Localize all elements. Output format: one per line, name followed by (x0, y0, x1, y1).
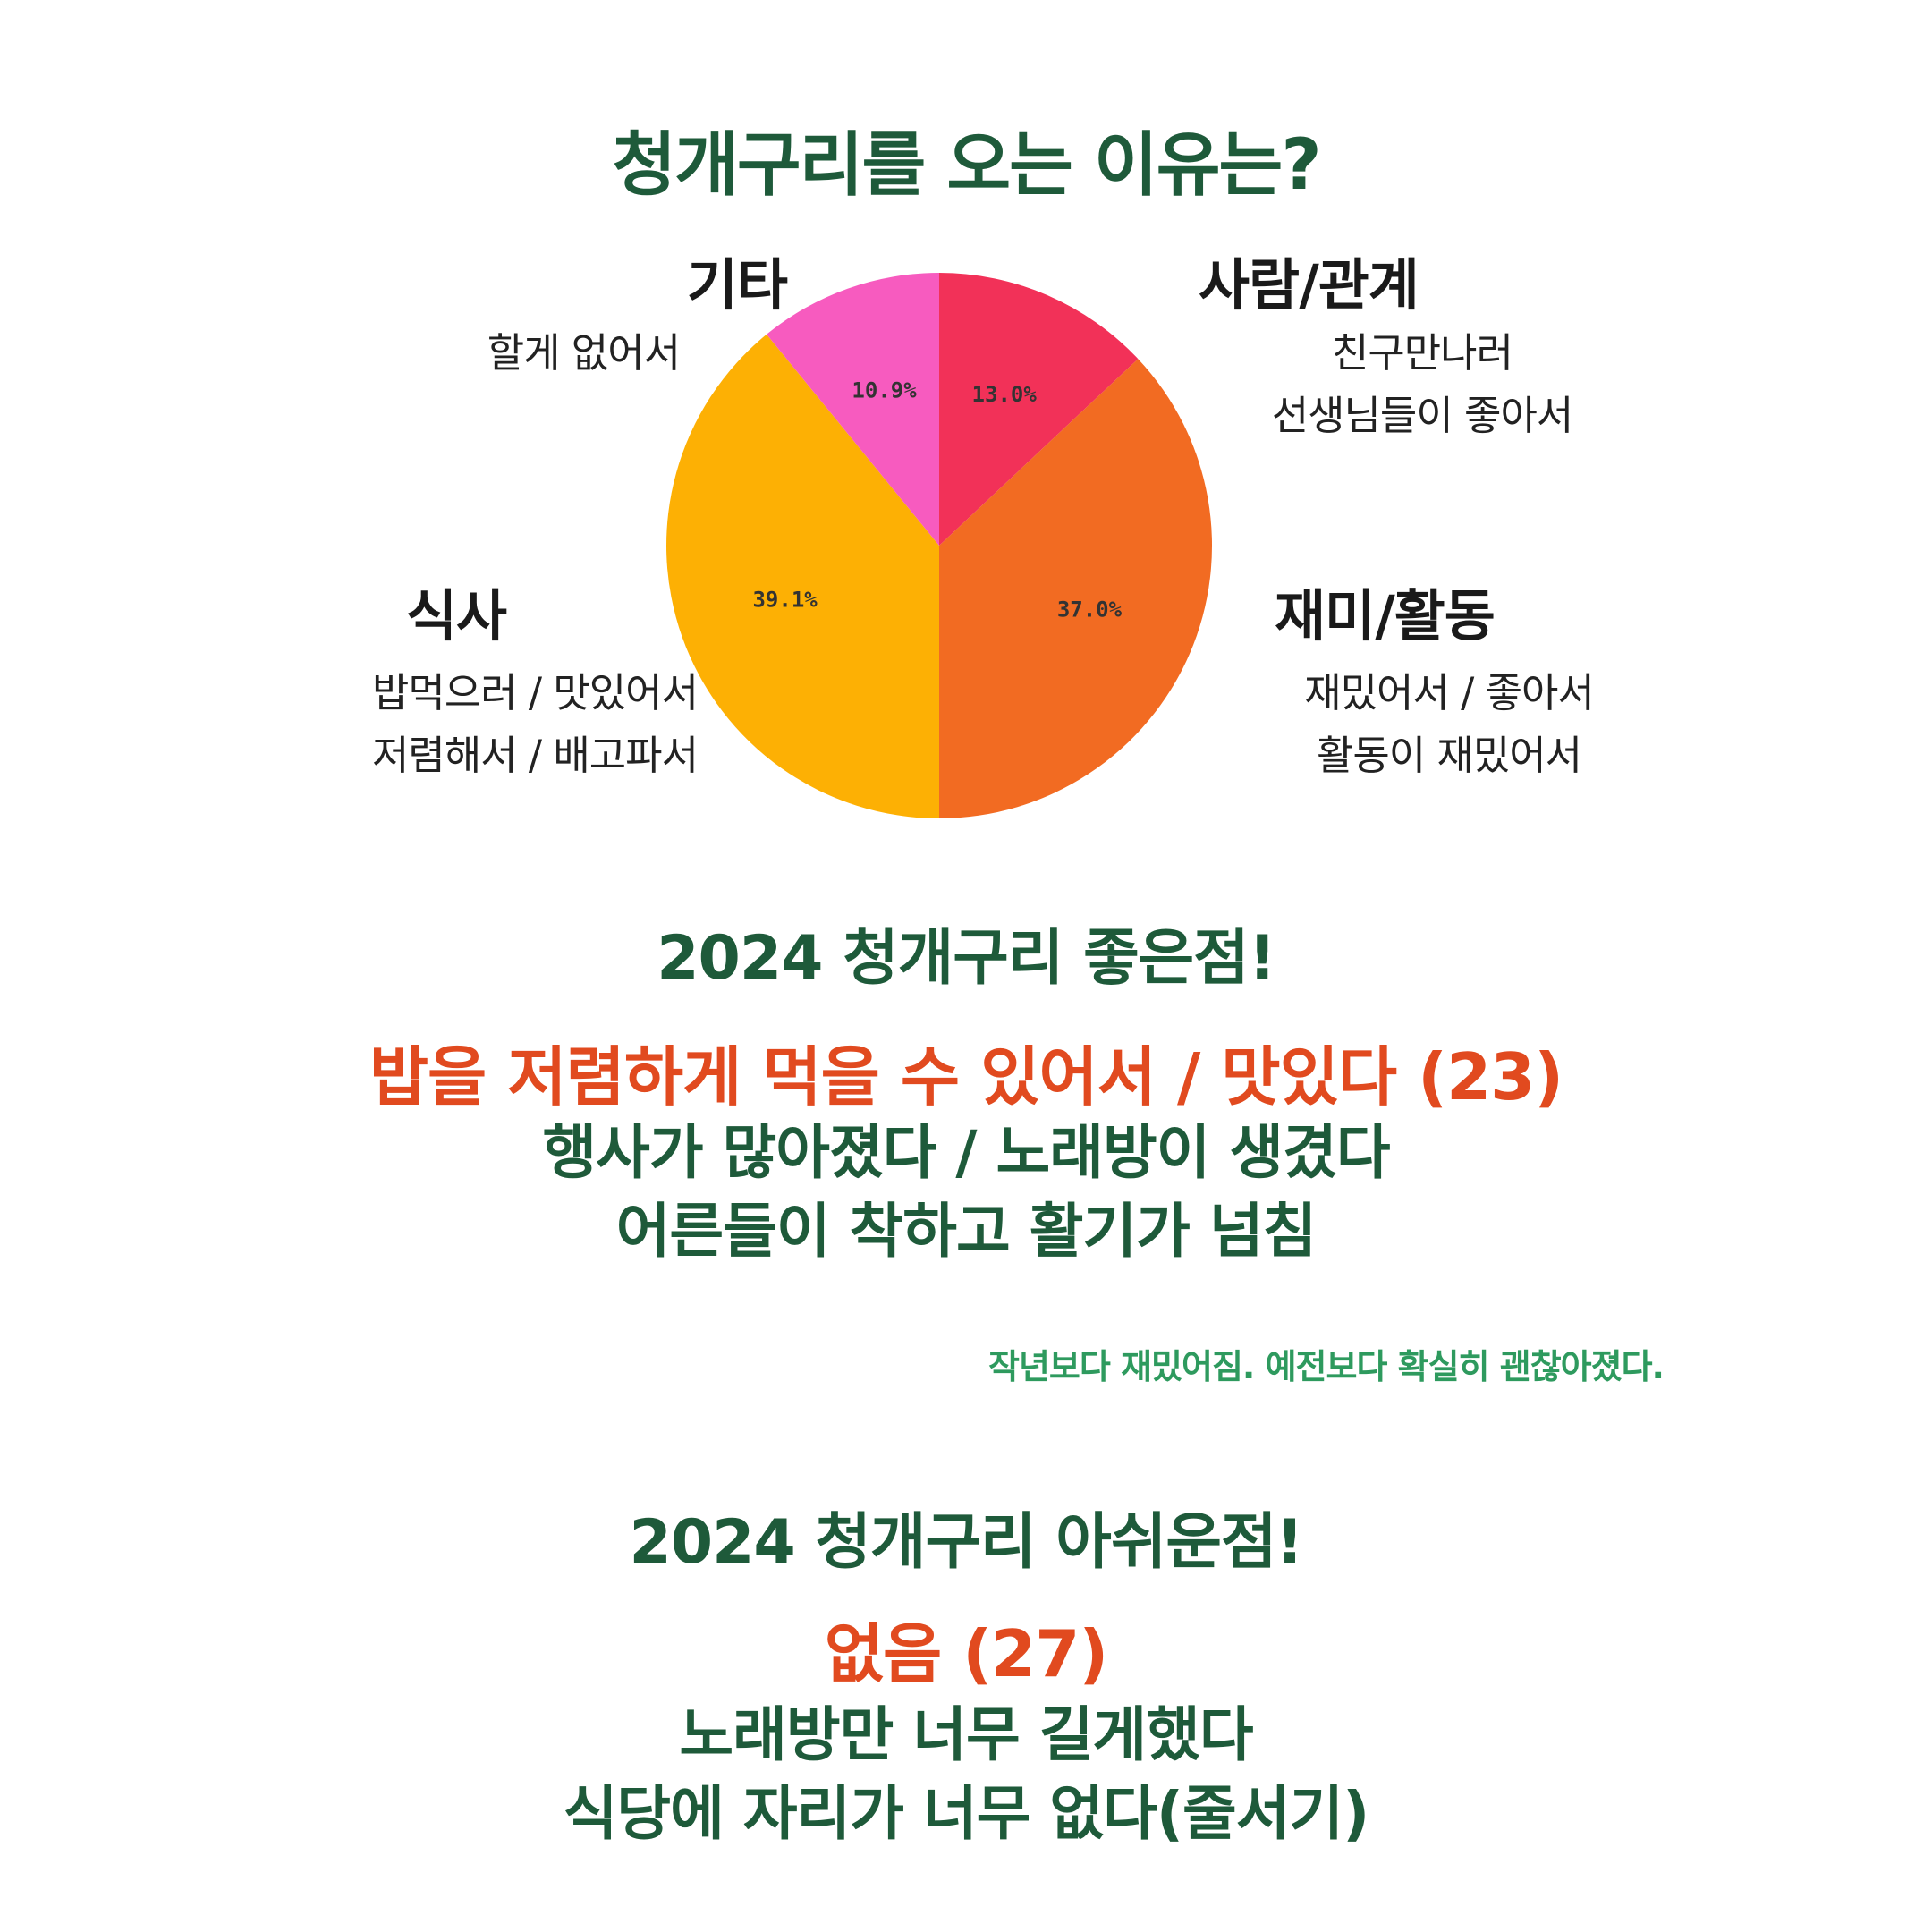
category-other-title: 기타 (686, 252, 788, 318)
pie-slice-label: 39.1% (752, 587, 818, 612)
reason-line: 저렴해서 / 배고파서 (372, 732, 699, 779)
reason-line: 친구만나러 (1331, 329, 1513, 377)
good-points-list: 행사가 많아졌다 / 노래방이 생겼다 어른들이 착하고 활기가 넘침 (0, 1114, 1932, 1271)
pie-slice-label: 13.0% (972, 382, 1038, 407)
reason-line: 선생님들이 좋아서 (1271, 392, 1574, 439)
pie-slice-label: 37.0% (1057, 597, 1123, 623)
reason-pie-chart: 13.0% 37.0% 39.1% 10.9% (666, 273, 1212, 819)
pie-slice (939, 359, 1212, 819)
category-other-reasons: 할게 없어서 (358, 322, 681, 385)
pie-slice (767, 273, 939, 546)
reason-line: 활동이 재밌어서 (1316, 732, 1582, 779)
category-relation-title: 사람/관계 (1199, 252, 1419, 318)
good-points-note: 작년보다 재밌어짐. 예전보다 확실히 괜찮아졌다. (988, 1347, 1665, 1386)
bad-point-line: 식당에 자리가 너무 없다(줄서기) (563, 1779, 1370, 1848)
reason-line: 재밌어서 / 좋아서 (1304, 669, 1595, 716)
good-points-title: 2024 청개구리 좋은점! (657, 923, 1276, 994)
reason-line: 밥먹으러 / 맛있어서 (372, 669, 699, 716)
bad-points-list: 노래방만 너무 길게했다 식당에 자리가 너무 없다(줄서기) (0, 1696, 1932, 1853)
bad-point-line: 노래방만 너무 길게했다 (679, 1700, 1253, 1769)
category-meal-reasons: 밥먹으러 / 맛있어서 저렴해서 / 배고파서 (197, 662, 699, 787)
category-fun-reasons: 재밌어서 / 좋아서 활동이 재밌어서 (1234, 662, 1664, 787)
bad-points-title: 2024 청개구리 아쉬운점! (629, 1507, 1303, 1578)
bad-points-highlight: 없음 (27) (824, 1616, 1109, 1691)
good-points-highlight: 밥을 저렴하게 먹을 수 있어서 / 맛있다 (23) (369, 1039, 1563, 1114)
category-meal-title: 식사 (405, 583, 507, 648)
page-title: 청개구리를 오는 이유는? (612, 125, 1321, 206)
category-fun-title: 재미/활동 (1275, 583, 1496, 648)
category-relation-reasons: 친구만나러 선생님들이 좋아서 (1208, 322, 1637, 447)
reason-line: 할게 없어서 (487, 329, 681, 377)
good-point-line: 어른들이 착하고 활기가 넘침 (615, 1197, 1318, 1266)
pie-slice (939, 273, 1139, 546)
good-point-line: 행사가 많아졌다 / 노래방이 생겼다 (542, 1118, 1390, 1187)
pie-slice (666, 334, 939, 818)
pie-slice-label: 10.9% (852, 378, 917, 403)
